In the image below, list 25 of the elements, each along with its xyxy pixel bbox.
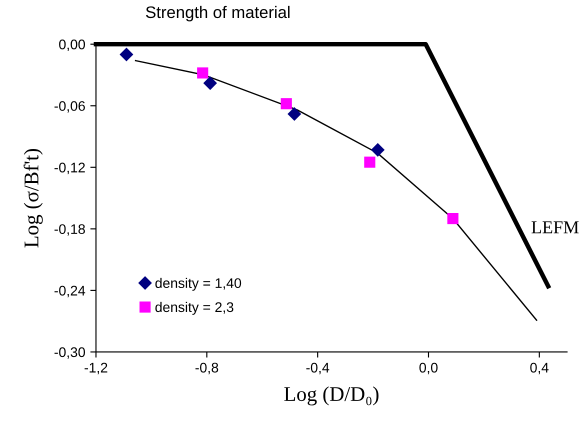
x-tick-label: -1,2 [84, 362, 108, 374]
x-tick-label: -0,8 [195, 362, 218, 374]
legend-label: density = 1,40 [155, 278, 242, 291]
x-tick-label: -0,4 [306, 362, 330, 374]
y-tick-label: -0,18 [54, 224, 85, 236]
annotation: Strength of material [146, 6, 290, 22]
y-tick-label: -0,06 [54, 101, 85, 113]
y-tick-label: 0,00 [59, 40, 86, 52]
annotation: LEFM [532, 221, 579, 234]
legend-label: density = 2,3 [155, 302, 234, 315]
point [120, 48, 134, 62]
point [197, 67, 208, 78]
point [447, 213, 458, 224]
x-tick-label: 0,0 [419, 362, 438, 374]
y-axis-title: Log (σ/Bf't) [24, 148, 43, 248]
point [364, 156, 376, 168]
point [280, 98, 292, 110]
x-axis-title: Log (D/D₀) [284, 386, 378, 406]
point [288, 107, 301, 121]
point [204, 76, 217, 90]
y-tick-label: -0,24 [54, 286, 86, 298]
y-tick-label: -0,30 [54, 347, 86, 359]
x-tick-label: 0,4 [530, 362, 549, 374]
point [371, 143, 384, 156]
y-tick-label: -0,12 [54, 162, 85, 174]
